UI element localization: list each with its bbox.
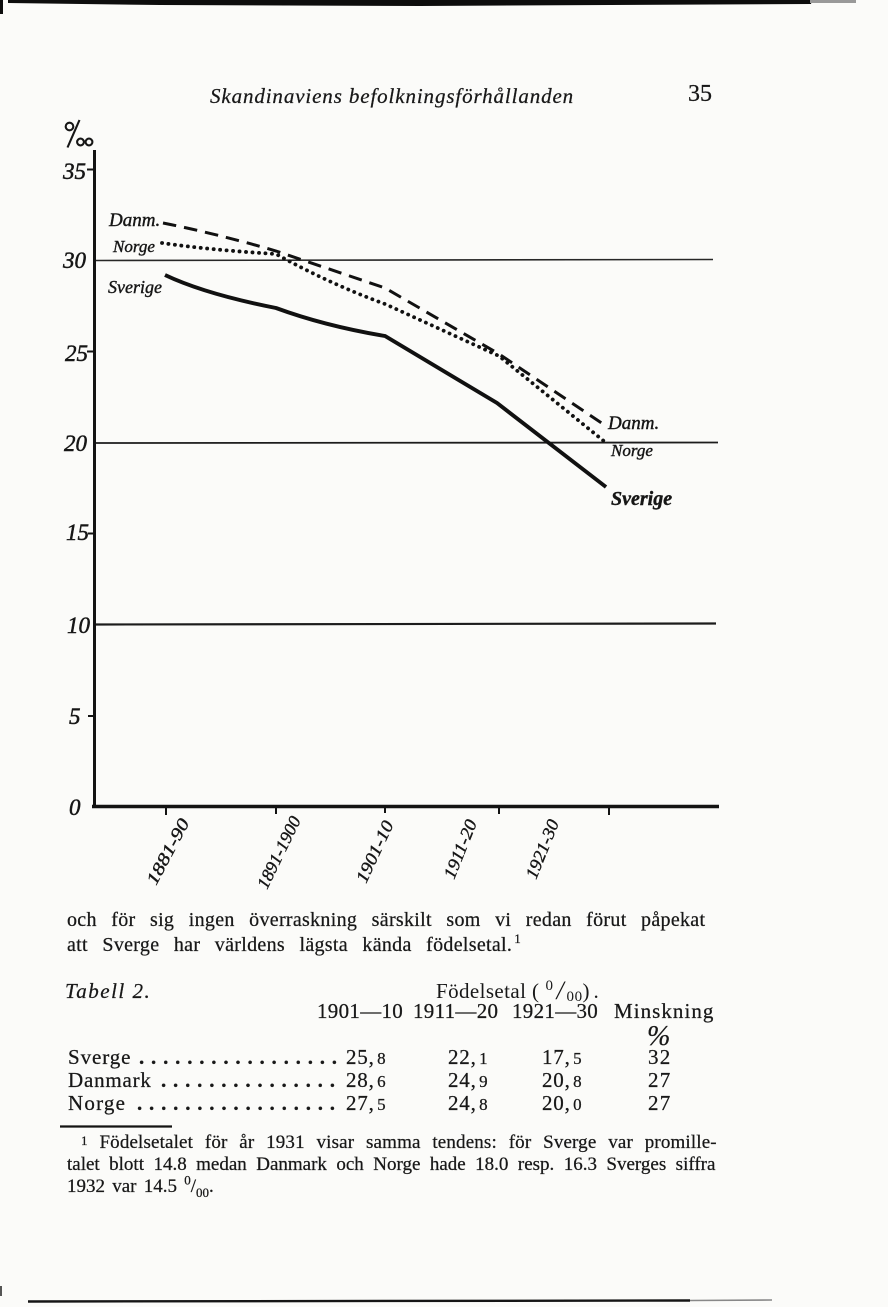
- svg-text:Norge: Norge: [610, 441, 653, 460]
- svg-text:1901-10: 1901-10: [351, 817, 397, 886]
- svg-text:15: 15: [66, 520, 89, 545]
- svg-text:1881-90: 1881-90: [142, 815, 194, 888]
- svg-text:Norge: Norge: [112, 237, 155, 256]
- svg-text:30: 30: [62, 248, 87, 273]
- svg-text:00: 00: [567, 989, 583, 1005]
- svg-text:25: 25: [65, 341, 88, 366]
- svg-text:.: .: [594, 979, 599, 1003]
- svg-text:Sverige: Sverige: [611, 488, 672, 510]
- svg-text:/: /: [555, 976, 567, 1005]
- svg-text:Danm.: Danm.: [607, 413, 659, 434]
- svg-text:1921-30: 1921-30: [521, 816, 563, 881]
- svg-text:): ): [583, 979, 590, 1003]
- svg-text:0: 0: [69, 795, 81, 820]
- svg-text:20: 20: [64, 431, 88, 456]
- svg-text:5: 5: [69, 704, 81, 729]
- svg-text:1891-1900: 1891-1900: [253, 813, 305, 892]
- svg-text:0: 0: [546, 978, 554, 994]
- svg-text:10: 10: [67, 613, 91, 638]
- svg-text:1911-20: 1911-20: [439, 816, 481, 881]
- svg-text:Sverige: Sverige: [108, 277, 162, 297]
- svg-text:Födelsetal (: Födelsetal (: [436, 979, 539, 1003]
- svg-text:35: 35: [62, 159, 86, 184]
- svg-text:Danm.: Danm.: [108, 210, 160, 231]
